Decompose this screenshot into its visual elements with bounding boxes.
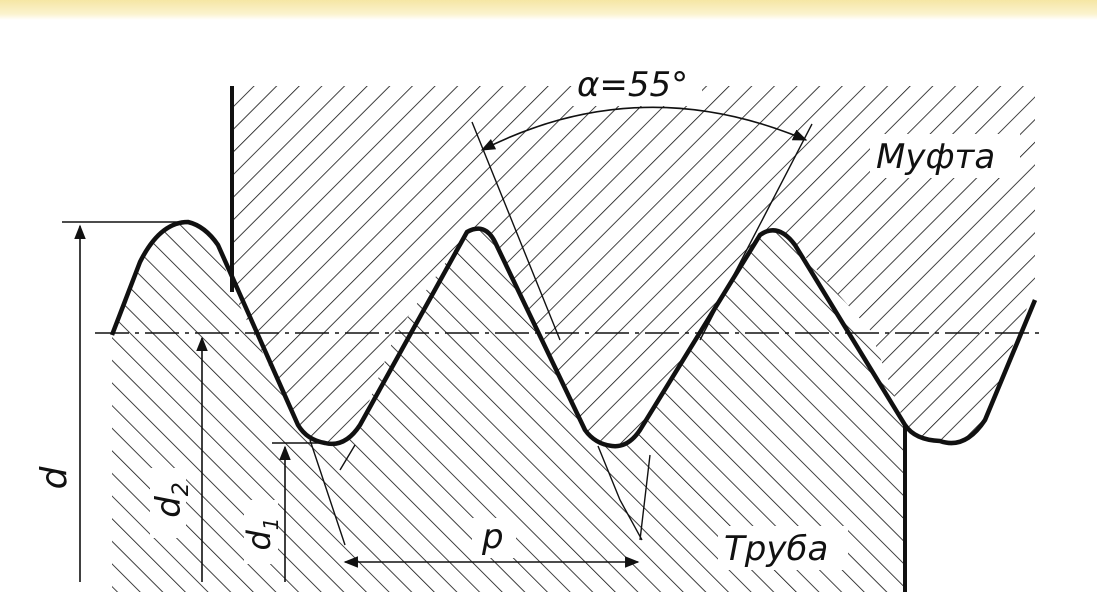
- pitch-label-clear: [472, 518, 516, 558]
- angle-leg-right: [699, 123, 813, 341]
- svg-text:d1: d1: [240, 517, 283, 550]
- svg-text:d2: d2: [149, 482, 194, 518]
- truncation-lines-left: [309, 439, 356, 546]
- pitch-diameter-label: d2: [149, 482, 194, 518]
- thread-profile-line: [109, 219, 1038, 449]
- coupling-hatch-region: [232, 86, 1035, 447]
- angle-leg-left: [471, 121, 561, 341]
- minor-diameter-subscript: 1: [259, 517, 283, 530]
- angle-label-clear: [572, 66, 702, 106]
- d1-label-clear: [244, 500, 278, 564]
- major-diameter-label: d: [34, 465, 75, 489]
- pipe-label-clear: [718, 526, 848, 570]
- pitch-label: p: [481, 517, 504, 557]
- angle-arc: [480, 106, 808, 151]
- angle-label: α=55°: [577, 65, 688, 105]
- coupling-label: Муфта: [876, 137, 995, 177]
- pitch-diameter-symbol: d: [149, 496, 189, 518]
- header-band: [0, 0, 1097, 20]
- coupling-label-clear: [870, 134, 1020, 178]
- pitch-diameter-subscript: 2: [169, 482, 194, 496]
- d2-label-clear: [150, 468, 186, 538]
- pipe-label: Труба: [724, 529, 828, 569]
- minor-diameter-label: d1: [240, 517, 283, 550]
- truncation-lines-right: [597, 445, 651, 541]
- minor-diameter-symbol: d: [240, 530, 278, 551]
- pipe-hatch-region: [112, 222, 905, 592]
